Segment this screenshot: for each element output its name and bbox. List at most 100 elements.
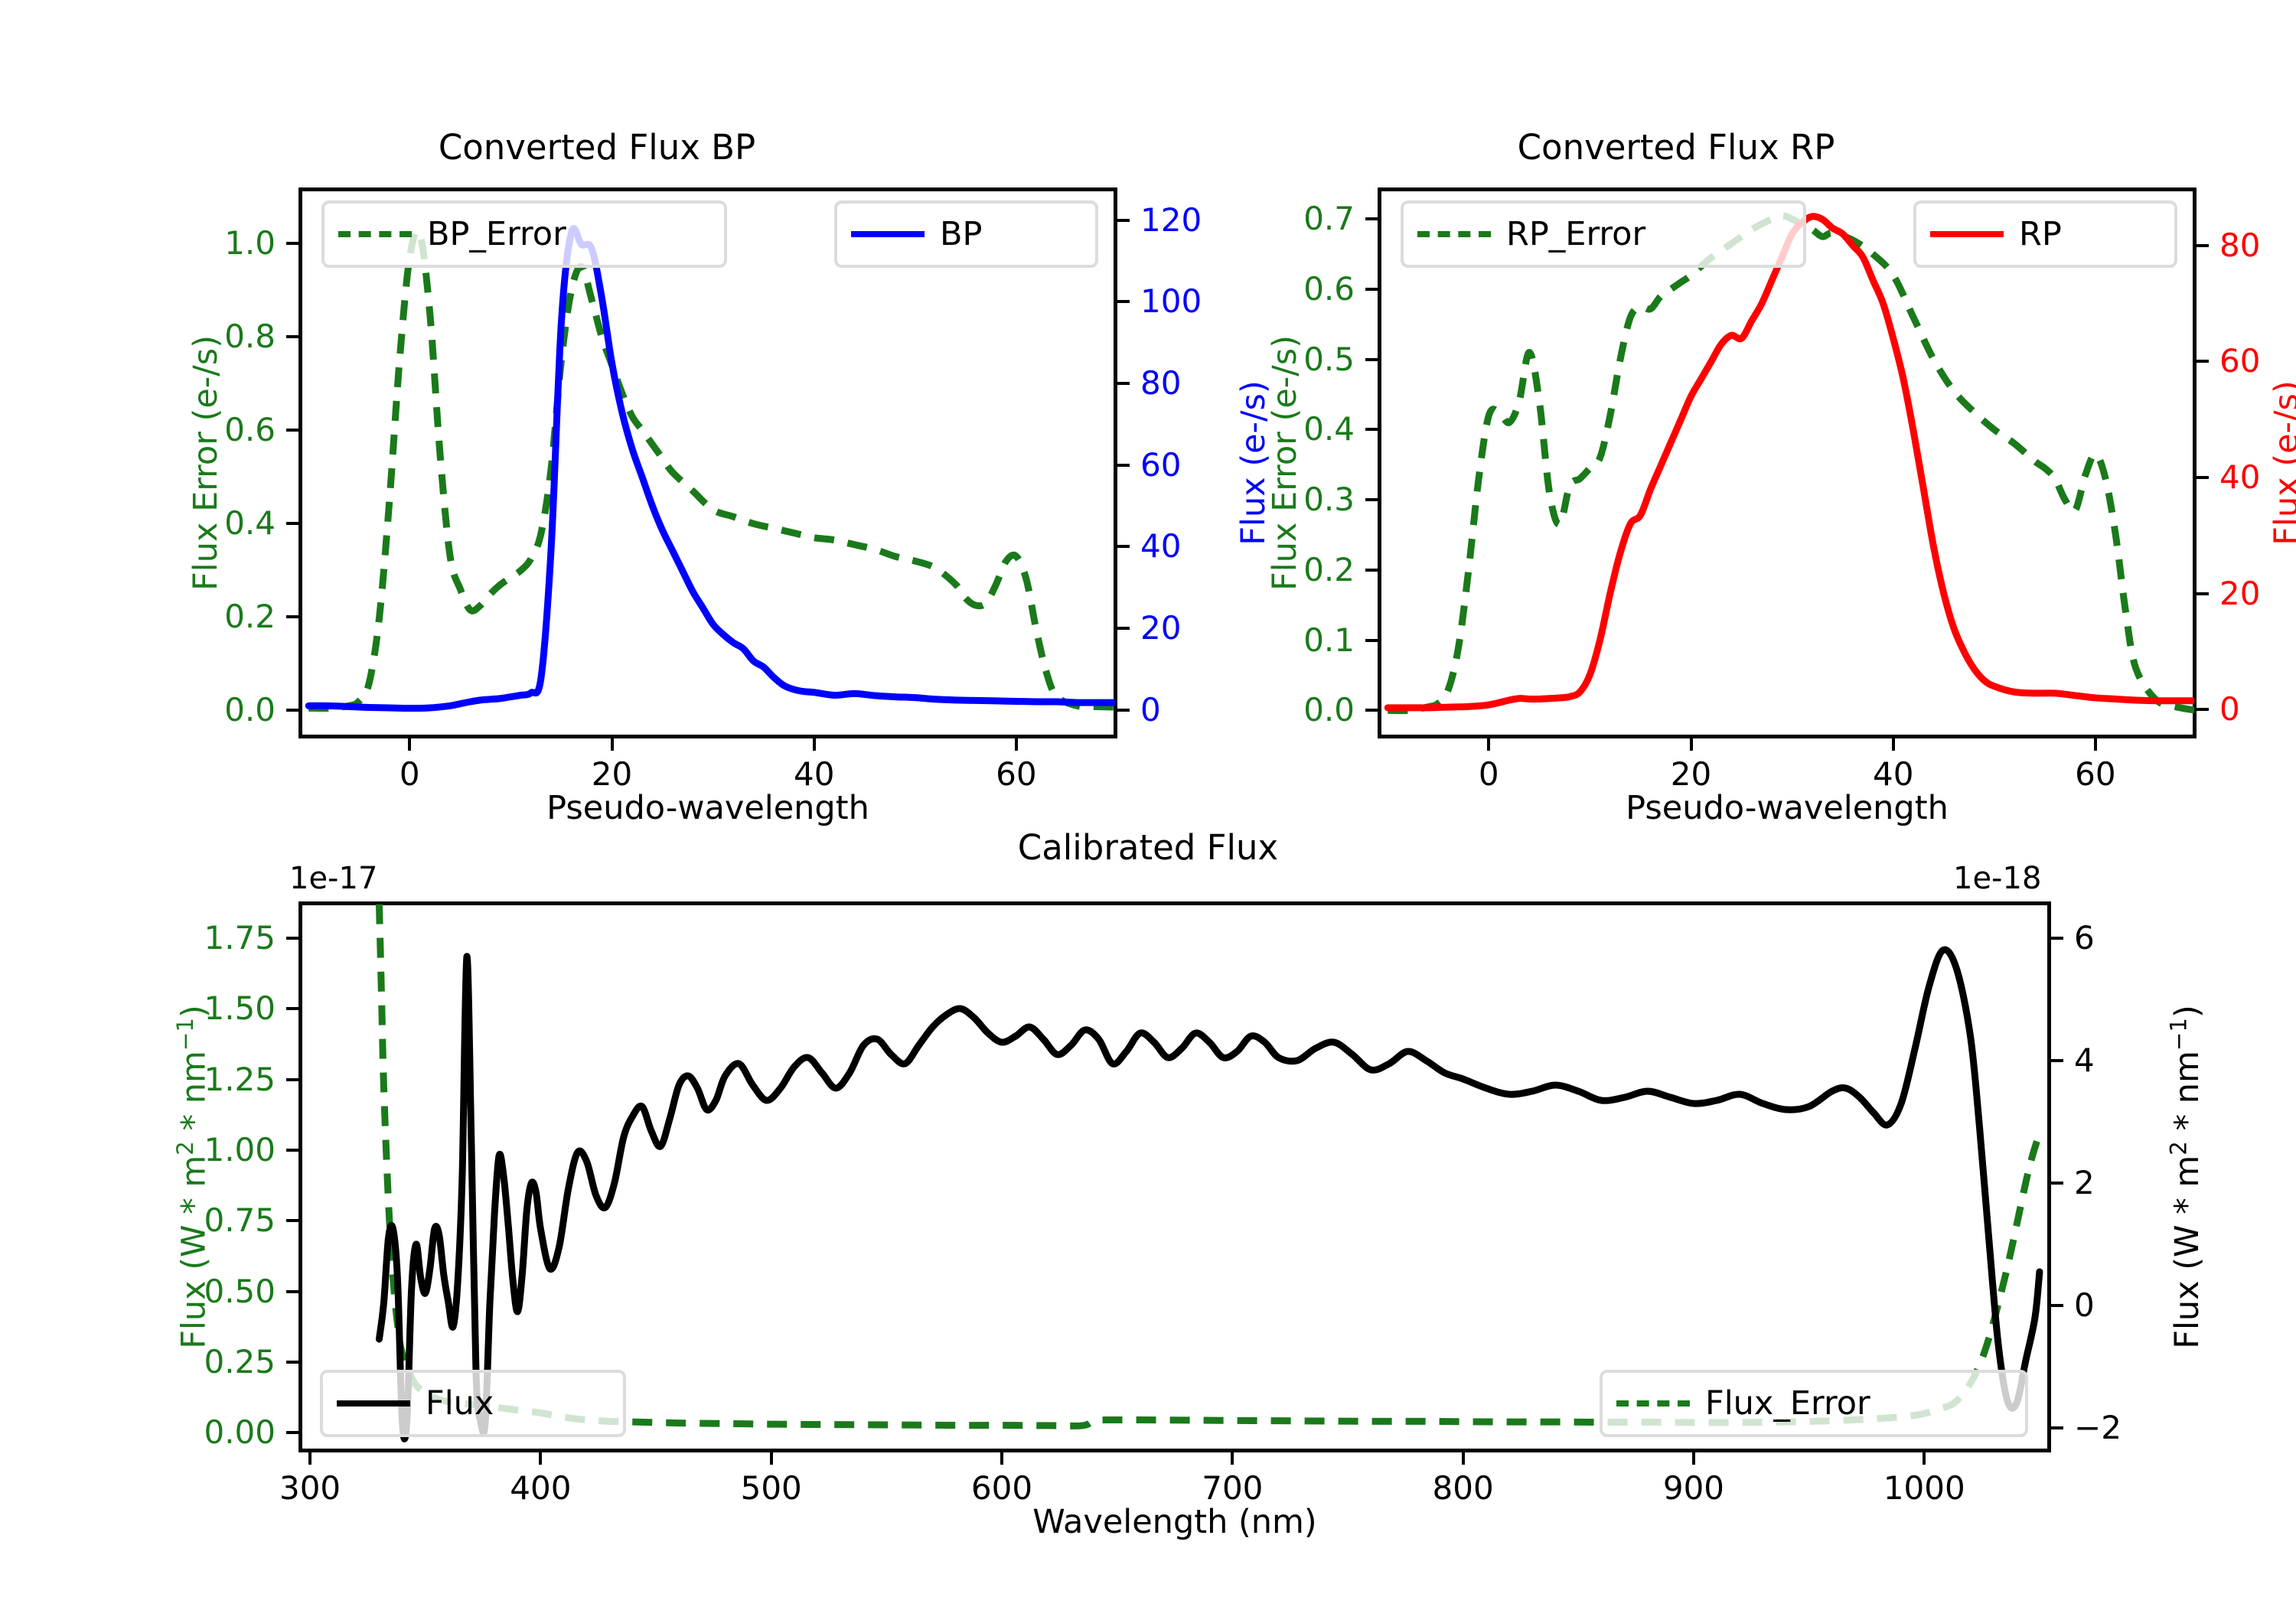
bp-error-legend-label: BP_Error [427,214,566,253]
cal-left-y-tickmark [286,937,298,940]
cal-left-y-tickmark [286,1431,298,1435]
rp-left-y-tick-label: 0.2 [1303,550,1355,588]
bp-left-y-tick-label: 0.0 [224,691,276,729]
bp-x-tickmark [1014,738,1018,751]
rp-flux-legend[interactable]: RP [1913,200,2177,268]
cal-left-y-tick-label: 1.00 [204,1130,276,1169]
cal-right-y-tick-label: 4 [2074,1041,2095,1079]
cal-x-tick-label: 400 [510,1469,572,1507]
cal-left-y-tickmark [286,1007,298,1011]
rp-left-y-tickmark [1365,498,1378,502]
cal-left-y-tickmark [286,1219,298,1223]
bp-right-y-tickmark [1117,627,1130,630]
cal-right-y-tick-label: −2 [2074,1409,2122,1446]
bp-x-axis-title: Pseudo-wavelength [546,789,869,827]
bp-right-y-tick-label: 60 [1140,445,1182,484]
bp-right-y-tick-label: 80 [1140,364,1182,402]
cal-x-tickmark [539,1452,543,1465]
cal-x-tick-label: 500 [740,1469,802,1507]
cal-left-y-tickmark [286,1077,298,1081]
cal-x-tickmark [1923,1452,1926,1465]
bp-flux-curve [305,225,1115,712]
cal-x-tickmark [1000,1452,1003,1465]
rp-left-y-tick-label: 0.7 [1303,200,1355,238]
rp-left-y-tick-label: 0.3 [1303,481,1355,519]
bp-x-tickmark [408,738,412,751]
bp-left-y-tick-label: 0.2 [224,598,276,636]
bp-right-y-tickmark [1117,382,1130,385]
bp-left-y-tick-label: 0.8 [224,318,276,356]
cal-right-y-tick-label: 2 [2074,1164,2095,1201]
rp-left-y-tickmark [1365,709,1378,712]
rp-x-tickmark [2093,738,2097,751]
rp-left-y-tick-label: 0.6 [1303,269,1355,308]
rp-right-y-tickmark [2197,243,2209,247]
cal-x-tickmark [1231,1452,1234,1465]
rp-right-y-tickmark [2197,475,2209,479]
bp-axes-frame [298,187,1117,738]
rp-x-tickmark [1689,738,1693,751]
rp-x-tickmark [1891,738,1895,751]
rp-right-y-tick-label: 60 [2219,342,2261,380]
rp-left-y-tick-label: 0.0 [1303,691,1355,729]
rp-x-tick-label: 0 [1478,755,1499,793]
cal-left-y-tick-label: 0.50 [204,1272,276,1310]
cal-x-tick-label: 600 [970,1469,1033,1507]
rp-left-y-tickmark [1365,638,1378,642]
cal-right-y-tickmark [2051,937,2063,940]
bp-right-y-tickmark [1117,218,1130,222]
bp-right-y-tick-label: 100 [1140,282,1202,321]
bp-flux-legend-label: BP [940,214,983,253]
cal-right-y-tickmark [2051,1059,2063,1062]
bp-left-y-tick-label: 0.4 [224,504,276,543]
cal-x-tick-label: 700 [1202,1469,1264,1507]
bp-left-y-tickmark [286,335,298,339]
rp-x-axis-title: Pseudo-wavelength [1626,789,1949,827]
cal-x-tickmark [308,1452,312,1465]
rp-axes-frame [1378,187,2197,738]
rp-left-y-tickmark [1365,357,1378,361]
rp-panel-title: Converted Flux RP [1517,127,1835,168]
rp-right-y-tickmark [2197,592,2209,595]
rp-x-tickmark [1487,738,1491,751]
cal-left-y-tick-label: 1.25 [204,1060,276,1098]
cal-right-y-tickmark [2051,1182,2063,1185]
rp-right-y-tick-label: 20 [2219,574,2261,612]
rp-right-y-tick-label: 0 [2219,690,2240,729]
cal-right-y-tickmark [2051,1426,2063,1429]
rp-flux-curve [1384,213,2194,712]
rp-x-tick-label: 20 [1670,755,1712,793]
cal-x-tickmark [1691,1452,1695,1465]
rp-flux-legend-swatch [1930,231,2004,237]
bp-flux-legend[interactable]: BP [834,200,1098,268]
rp-error-legend[interactable]: RP_Error [1401,200,1806,268]
cal-x-tick-label: 1000 [1883,1469,1965,1507]
calibrated-flux-legend[interactable]: Flux [320,1370,626,1437]
bp-x-tick-label: 20 [591,755,633,793]
rp-flux-legend-label: RP [2019,214,2062,253]
rp-x-tick-label: 40 [1872,755,1914,793]
cal-x-tick-label: 800 [1432,1469,1494,1507]
cal-x-tick-label: 900 [1662,1469,1725,1507]
calibrated-error-legend-swatch [1616,1400,1690,1407]
rp-left-y-tick-label: 0.1 [1303,621,1355,659]
rp-error-legend-label: RP_Error [1506,214,1646,253]
bp-right-y-tickmark [1117,545,1130,549]
calibrated-flux-legend-swatch [337,1400,410,1407]
bp-x-tick-label: 60 [996,755,1037,793]
cal-x-tickmark [769,1452,773,1465]
rp-right-y-tickmark [2197,708,2209,712]
bp-error-legend[interactable]: BP_Error [321,200,727,268]
cal-panel-title: Calibrated Flux [1017,827,1279,868]
bp-x-tick-label: 40 [793,755,835,793]
bp-right-y-tickmark [1117,463,1130,467]
bp-right-y-tick-label: 20 [1140,609,1182,647]
cal-x-tickmark [1461,1452,1465,1465]
cal-left-y-tick-label: 1.50 [204,989,276,1028]
bp-error-legend-swatch [338,231,412,237]
bp-left-y-tickmark [286,429,298,432]
calibrated-error-legend[interactable]: Flux_Error [1600,1370,2028,1437]
